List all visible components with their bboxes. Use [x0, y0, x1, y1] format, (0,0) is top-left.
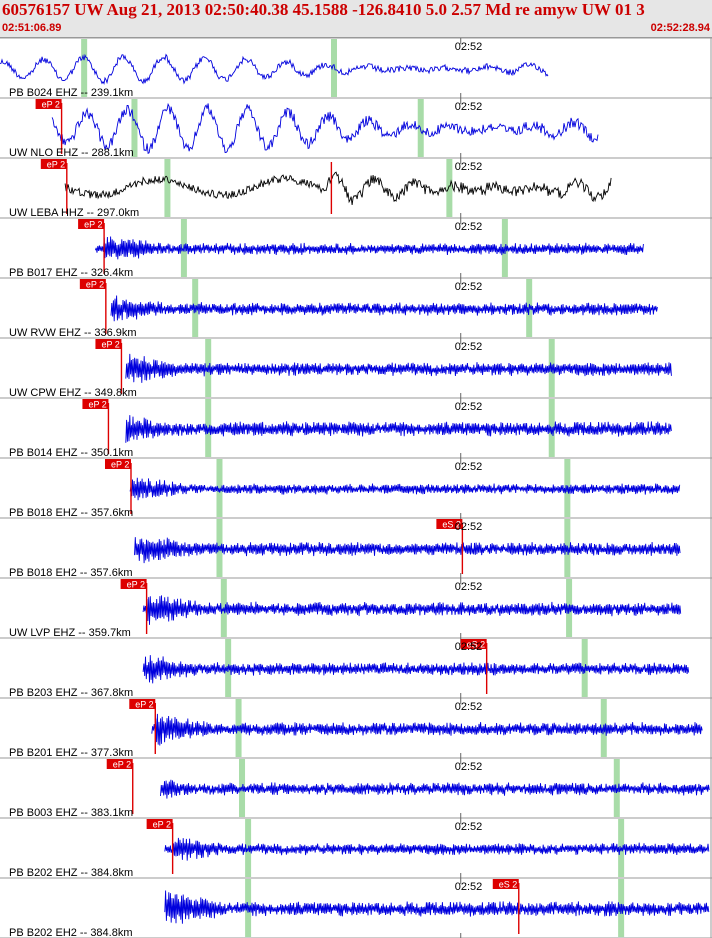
p-pick-flag[interactable]: [120, 579, 147, 589]
p-pick-label: eP 2: [153, 820, 171, 830]
channel-label: UW CPW EHZ -- 349.8km: [9, 387, 137, 399]
phase-marker: [446, 159, 453, 217]
s-pick-label: eS 2: [499, 880, 518, 890]
channel-label: PB B202 EHZ -- 384.8km: [9, 867, 133, 879]
phase-marker: [81, 39, 88, 97]
seismogram-panel[interactable]: eP 2 eP 2 eP 2 eP 2 eP 2 eP 2 eP 2 eS 2 eP 2 eS 2…: [0, 38, 712, 938]
pick-layer[interactable]: eP 2 eP 2 eP 2 eP 2 eP 2 eP 2 eP 2 eS 2 eP 2 eS 2…: [35, 99, 520, 934]
p-pick-label: eP 2: [47, 160, 65, 170]
p-pick-label: eP 2: [135, 700, 153, 710]
p-pick-label: eP 2: [101, 340, 119, 350]
p-pick-flag[interactable]: [129, 699, 156, 709]
label-layer: 02:52 PB B024 EHZ -- 239.1km 02:52 UW NLO E…: [9, 41, 482, 938]
channel-label: UW NLO EHZ -- 288.1km: [9, 147, 134, 159]
s-pick-label: eS 2: [442, 520, 461, 530]
tick-label: 02:52: [455, 461, 483, 473]
s-pick-label: eS 2: [467, 640, 486, 650]
tick-label: 02:52: [455, 641, 483, 653]
tick-label: 02:52: [455, 701, 483, 713]
s-pick-flag[interactable]: [492, 879, 519, 889]
p-pick-flag[interactable]: [146, 819, 173, 829]
time-start-label: 02:51:06.89: [2, 22, 62, 34]
p-pick-label: eP 2: [127, 580, 145, 590]
p-pick-flag[interactable]: [35, 99, 62, 109]
event-title: 60576157 UW Aug 21, 2013 02:50:40.38 45.…: [2, 0, 645, 19]
waveform-trace: [125, 353, 672, 383]
grid-layer: [0, 38, 712, 938]
waveform-trace: [164, 890, 710, 924]
p-pick-flag[interactable]: [106, 759, 133, 769]
channel-label: PB B018 EH2 -- 357.6km: [9, 567, 133, 579]
waveform-trace: [142, 595, 682, 625]
channel-label: UW LEBA HHZ -- 297.0km: [9, 207, 139, 219]
channel-label: PB B024 EHZ -- 239.1km: [9, 87, 133, 99]
p-pick-label: eP 2: [111, 460, 129, 470]
tick-label: 02:52: [455, 281, 483, 293]
phase-marker: [131, 99, 138, 157]
waveform-trace: [94, 236, 644, 260]
s-pick-flag[interactable]: [460, 639, 487, 649]
channel-label: PB B203 EHZ -- 367.8km: [9, 687, 133, 699]
waveform-trace: [125, 415, 672, 443]
tick-label: 02:52: [455, 521, 483, 533]
channel-label: PB B003 EHZ -- 383.1km: [9, 807, 133, 819]
tick-label: 02:52: [455, 161, 483, 173]
waveform-trace: [51, 102, 599, 154]
trace-layer: [0, 53, 710, 924]
phase-marker: [216, 459, 223, 517]
p-pick-flag[interactable]: [79, 279, 106, 289]
waveform-trace: [129, 477, 681, 501]
p-pick-flag[interactable]: [78, 219, 105, 229]
tick-label: 02:52: [455, 581, 483, 593]
p-pick-label: eP 2: [42, 100, 60, 110]
s-pick-flag[interactable]: [436, 519, 463, 529]
channel-label: PB B017 EHZ -- 326.4km: [9, 267, 133, 279]
p-pick-flag[interactable]: [104, 459, 131, 469]
tick-label: 02:52: [455, 221, 483, 233]
channel-label: PB B202 EH2 -- 384.8km: [9, 927, 133, 938]
time-end-label: 02:52:28.94: [650, 22, 710, 34]
waveform-trace: [134, 537, 681, 564]
header-bar: 60576157 UW Aug 21, 2013 02:50:40.38 45.…: [0, 0, 712, 38]
waveform-trace: [151, 713, 703, 746]
p-pick-label: eP 2: [88, 400, 106, 410]
waveform-trace: [110, 295, 658, 322]
waveform-trace: [160, 779, 710, 799]
p-pick-label: eP 2: [86, 280, 104, 290]
channel-label: PB B014 EHZ -- 350.1km: [9, 447, 133, 459]
p-pick-flag[interactable]: [95, 339, 122, 349]
phase-marker: [164, 159, 171, 217]
waveform-trace: [142, 655, 690, 684]
waveform-trace: [164, 837, 710, 861]
channel-label: PB B201 EHZ -- 377.3km: [9, 747, 133, 759]
p-pick-flag[interactable]: [40, 159, 67, 169]
p-pick-flag[interactable]: [82, 399, 109, 409]
tick-label: 02:52: [455, 41, 483, 53]
p-pick-label: eP 2: [84, 220, 102, 230]
tick-label: 02:52: [455, 401, 483, 413]
tick-label: 02:52: [455, 341, 483, 353]
channel-label: UW RVW EHZ -- 336.9km: [9, 327, 137, 339]
phase-marker: [613, 759, 620, 817]
channel-label: UW LVP EHZ -- 359.7km: [9, 627, 131, 639]
phase-marker: [501, 219, 508, 277]
phase-marker: [330, 39, 337, 97]
phase-marker: [581, 639, 588, 697]
tick-label: 02:52: [455, 761, 483, 773]
p-pick-label: eP 2: [113, 760, 131, 770]
tick-label: 02:52: [455, 101, 483, 113]
tick-label: 02:52: [455, 821, 483, 833]
tick-label: 02:52: [455, 881, 483, 893]
waveform-trace: [64, 171, 612, 205]
channel-label: PB B018 EHZ -- 357.6km: [9, 507, 133, 519]
waveform-trace: [0, 53, 549, 85]
